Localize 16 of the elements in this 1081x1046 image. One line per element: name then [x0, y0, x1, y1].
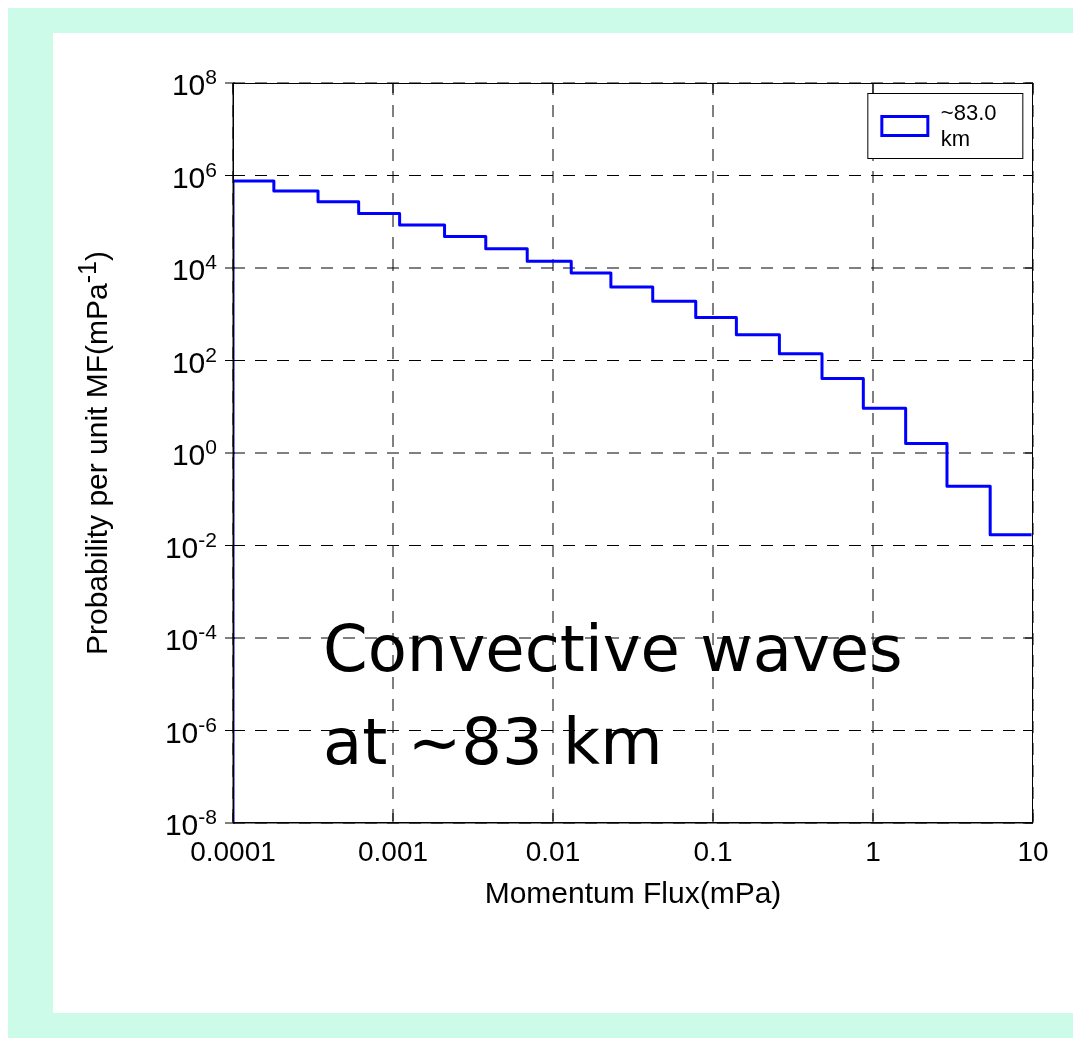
y-tick-label: 10$^{2}$: [171, 342, 217, 379]
x-axis-title: Momentum Flux(mPa): [484, 876, 782, 909]
x-tick-label: 0.1: [693, 836, 733, 867]
y-tick-label: 10$^{-6}$: [164, 712, 217, 749]
y-tick-label: 10$^{0}$: [171, 434, 217, 471]
x-tick-label: 0.01: [525, 836, 581, 867]
x-tick-label: 10: [1017, 836, 1049, 867]
y-tick-label: 10$^{8}$: [171, 64, 217, 101]
y-tick-label: 10$^{4}$: [171, 249, 218, 286]
annotation: Convective waves at ~83 km: [323, 611, 904, 781]
x-tick-label: 0.001: [357, 836, 429, 867]
y-tick-label: 10$^{6}$: [171, 157, 217, 194]
y-tick-label: 10$^{-2}$: [164, 527, 217, 564]
x-tick-label: 1: [865, 836, 881, 867]
y-tick-label: 10$^{-4}$: [164, 619, 218, 656]
legend-label: ~83.0 km: [940, 100, 998, 152]
